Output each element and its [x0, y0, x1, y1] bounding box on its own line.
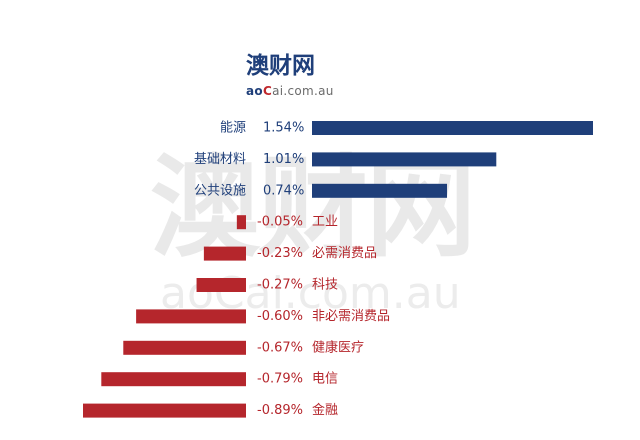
- bar: [312, 121, 593, 135]
- bar-value-label: 1.01%: [263, 152, 304, 167]
- category-label: 能源: [220, 121, 246, 136]
- bar-value-label: -0.27%: [257, 278, 303, 293]
- category-label: 科技: [312, 278, 338, 293]
- category-label: 基础材料: [194, 152, 246, 167]
- category-label: 健康医疗: [312, 339, 364, 355]
- bar-value-label: -0.79%: [257, 372, 303, 387]
- logo-sub-c: C: [262, 84, 273, 98]
- logo-title: 澳财网: [246, 53, 315, 79]
- bar-value-label: 0.74%: [263, 183, 304, 198]
- category-label: 非必需消费品: [312, 309, 390, 324]
- category-label: 工业: [312, 215, 338, 230]
- bar-value-label: -0.23%: [257, 246, 303, 261]
- category-label: 公共设施: [194, 183, 246, 198]
- category-label: 必需消费品: [312, 246, 377, 261]
- bar: [312, 152, 497, 167]
- logo-sub-rest: ai.com.au: [272, 84, 334, 98]
- bar: [83, 403, 246, 418]
- logo-subtitle: aoCai.com.au: [246, 84, 334, 98]
- bar: [312, 183, 448, 198]
- bar-value-label: -0.05%: [257, 215, 303, 230]
- bar: [203, 246, 246, 261]
- bar: [101, 372, 246, 387]
- bar-value-label: -0.89%: [257, 403, 303, 418]
- bar-value-label: -0.60%: [257, 309, 303, 324]
- bar: [236, 215, 246, 230]
- bar-value-label: 1.54%: [263, 121, 304, 136]
- category-label: 金融: [312, 402, 338, 418]
- bar: [136, 309, 246, 324]
- category-label: 电信: [312, 372, 338, 387]
- bar: [123, 340, 246, 355]
- bar-value-label: -0.67%: [257, 340, 303, 355]
- logo-sub-a: ao: [246, 84, 263, 98]
- bar: [196, 278, 246, 292]
